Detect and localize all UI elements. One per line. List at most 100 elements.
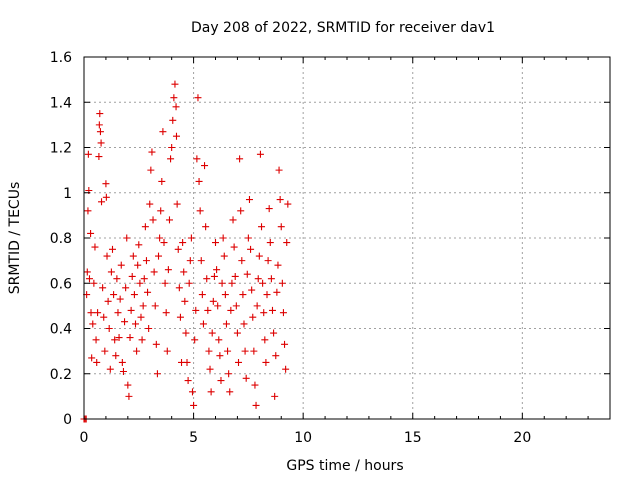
data-point bbox=[210, 272, 218, 280]
data-point bbox=[260, 309, 268, 317]
data-point bbox=[270, 329, 278, 337]
data-point bbox=[279, 309, 287, 317]
data-point bbox=[232, 302, 240, 310]
data-point bbox=[128, 272, 136, 280]
data-point bbox=[215, 336, 223, 344]
data-point bbox=[132, 320, 140, 328]
data-point bbox=[123, 234, 131, 242]
data-point bbox=[124, 381, 132, 389]
data-point bbox=[85, 275, 93, 283]
y-tick-label: 0.8 bbox=[50, 231, 72, 247]
data-point bbox=[217, 377, 225, 385]
data-point bbox=[231, 272, 239, 280]
data-point bbox=[203, 275, 211, 283]
data-point bbox=[96, 128, 104, 136]
data-point bbox=[185, 279, 193, 287]
data-point bbox=[165, 216, 173, 224]
data-point bbox=[204, 306, 212, 314]
data-point bbox=[263, 291, 271, 299]
data-point bbox=[163, 347, 171, 355]
data-point bbox=[157, 207, 165, 215]
data-point bbox=[118, 358, 126, 366]
data-point bbox=[111, 336, 119, 344]
data-point bbox=[84, 150, 92, 158]
data-point bbox=[151, 302, 159, 310]
data-point bbox=[179, 239, 187, 247]
data-point bbox=[243, 270, 251, 278]
data-point bbox=[283, 239, 291, 247]
data-point bbox=[115, 334, 123, 342]
data-point bbox=[284, 200, 292, 208]
data-point bbox=[99, 284, 107, 292]
data-point bbox=[190, 401, 198, 409]
data-point bbox=[188, 388, 196, 396]
data-point bbox=[214, 302, 222, 310]
data-point bbox=[97, 139, 105, 147]
data-point bbox=[264, 257, 272, 265]
data-point bbox=[88, 354, 96, 362]
data-point bbox=[191, 336, 199, 344]
data-point bbox=[173, 200, 181, 208]
data-point bbox=[281, 340, 289, 348]
data-point bbox=[230, 243, 238, 251]
x-tick-label: 15 bbox=[404, 430, 422, 446]
data-point bbox=[162, 309, 170, 317]
data-point bbox=[126, 334, 134, 342]
data-point bbox=[240, 320, 248, 328]
data-point bbox=[87, 229, 95, 237]
data-point bbox=[139, 302, 147, 310]
data-point bbox=[275, 166, 283, 174]
data-point bbox=[202, 223, 210, 231]
data-point bbox=[218, 279, 226, 287]
data-point bbox=[251, 381, 259, 389]
data-point bbox=[207, 388, 215, 396]
data-point bbox=[194, 94, 202, 102]
data-point bbox=[176, 313, 184, 321]
data-point bbox=[228, 279, 236, 287]
data-point bbox=[241, 347, 249, 355]
data-point bbox=[209, 297, 217, 305]
x-axis: 0 5 10 15 20 bbox=[80, 57, 589, 446]
data-point bbox=[134, 261, 142, 269]
x-tick-label: 10 bbox=[294, 430, 312, 446]
data-point bbox=[90, 279, 98, 287]
chart-title: Day 208 of 2022, SRMTID for receiver dav… bbox=[191, 20, 495, 36]
data-point bbox=[84, 207, 92, 215]
data-point bbox=[137, 313, 145, 321]
data-point bbox=[170, 94, 178, 102]
data-point bbox=[258, 223, 266, 231]
y-tick-label: 0.4 bbox=[50, 322, 72, 338]
data-point bbox=[222, 320, 230, 328]
y-tick-label: 1.6 bbox=[50, 50, 72, 66]
data-point bbox=[135, 241, 143, 249]
data-point bbox=[254, 275, 262, 283]
data-point bbox=[272, 352, 280, 360]
data-point bbox=[249, 313, 257, 321]
data-point bbox=[180, 268, 188, 276]
data-point bbox=[184, 377, 192, 385]
data-point bbox=[182, 329, 190, 337]
data-point bbox=[262, 358, 270, 366]
data-point bbox=[169, 116, 177, 124]
data-point bbox=[174, 245, 182, 253]
data-point bbox=[255, 252, 263, 260]
data-point bbox=[219, 234, 227, 242]
data-point bbox=[175, 284, 183, 292]
data-point bbox=[199, 320, 207, 328]
data-point bbox=[183, 358, 191, 366]
data-point bbox=[225, 370, 233, 378]
data-point bbox=[101, 347, 109, 355]
x-tick-label: 0 bbox=[80, 430, 89, 446]
data-point bbox=[261, 336, 269, 344]
data-point bbox=[136, 279, 144, 287]
data-point bbox=[224, 347, 232, 355]
data-point bbox=[226, 388, 234, 396]
data-point bbox=[110, 291, 118, 299]
data-point bbox=[213, 266, 221, 274]
data-point bbox=[160, 239, 168, 247]
data-point bbox=[273, 288, 281, 296]
data-point bbox=[216, 352, 224, 360]
data-point bbox=[129, 252, 137, 260]
data-point bbox=[102, 180, 110, 188]
